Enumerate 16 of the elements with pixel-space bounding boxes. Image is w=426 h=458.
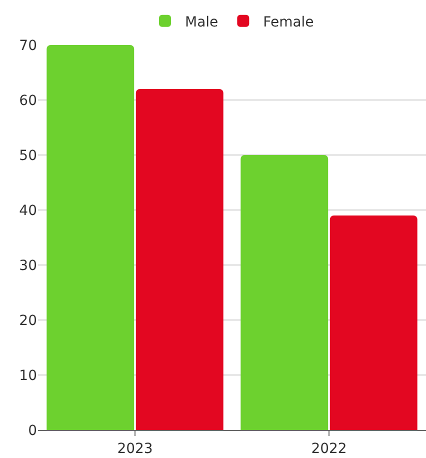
y-tick-label: 10 [19,368,37,384]
bar [330,216,418,430]
bar [46,45,134,430]
x-tick-label: 2023 [117,440,153,457]
y-tick-label: 20 [19,312,37,329]
legend-label: Female [263,14,314,30]
y-tick-label: 30 [19,258,37,274]
bar [136,89,224,430]
y-tick-label: 50 [19,148,37,164]
x-tick-label: 2022 [311,440,347,457]
bar [240,155,328,430]
y-tick-label: 60 [19,92,37,109]
y-tick-label: 0 [28,422,37,439]
legend-label: Male [185,14,218,30]
y-tick-label: 40 [19,202,37,219]
y-tick-label: 70 [19,38,37,54]
